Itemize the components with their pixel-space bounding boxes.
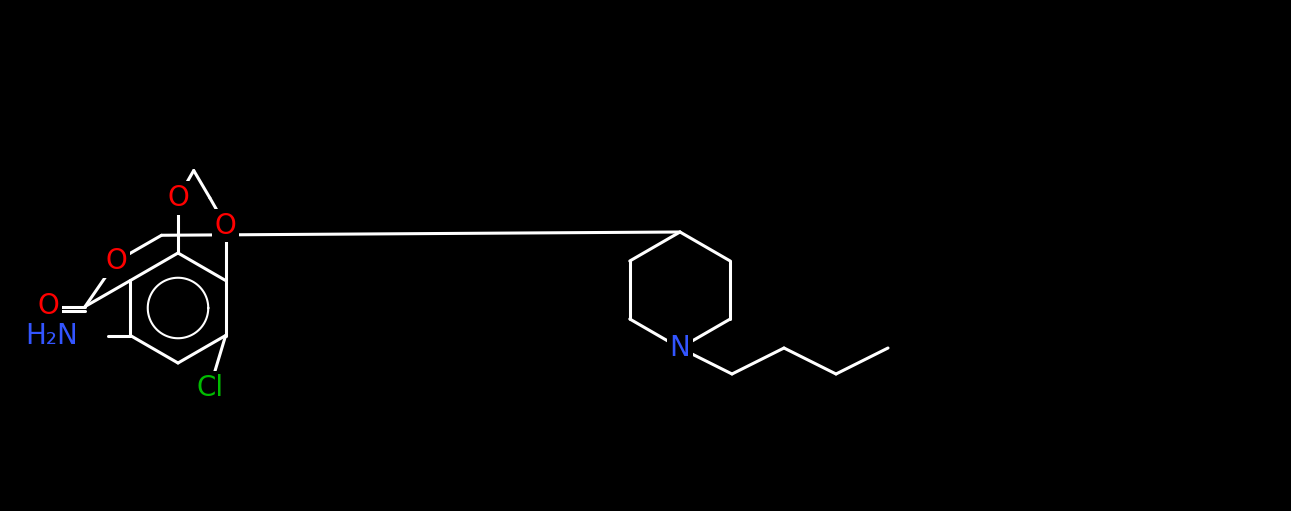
Text: O: O	[167, 184, 188, 212]
Text: O: O	[214, 212, 236, 240]
Text: N: N	[670, 334, 691, 362]
Text: Cl: Cl	[196, 374, 223, 402]
Text: O: O	[37, 292, 59, 320]
Text: H₂N: H₂N	[26, 321, 79, 350]
Text: O: O	[106, 247, 128, 275]
